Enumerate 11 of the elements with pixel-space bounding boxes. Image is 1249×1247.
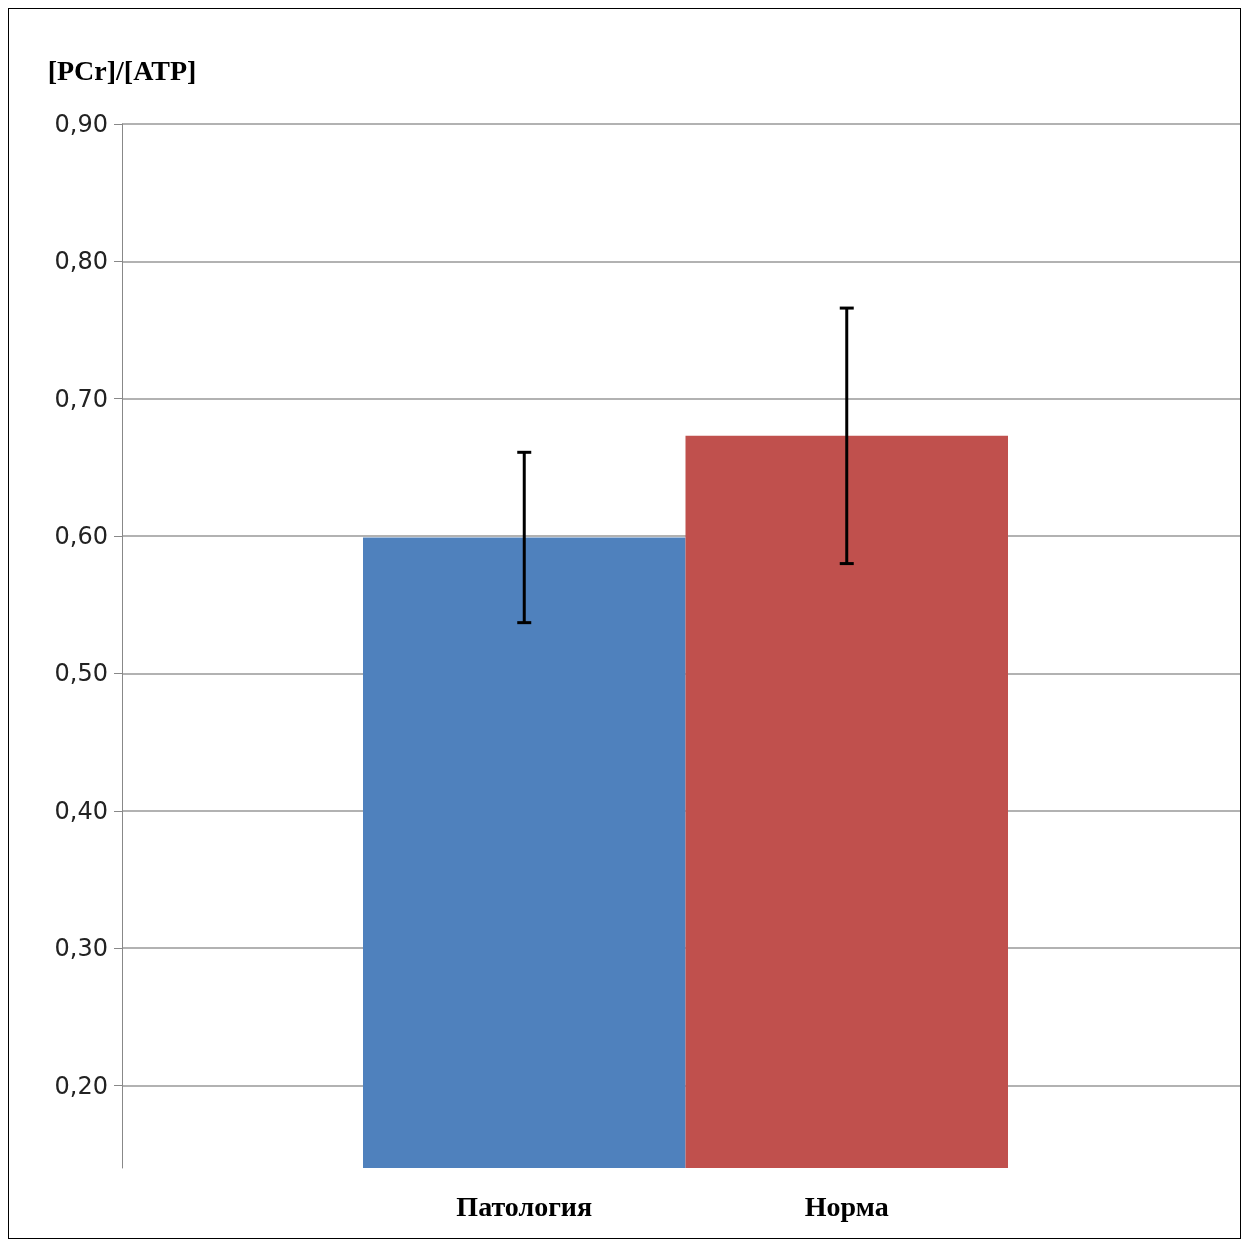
- y-tick-label: 0,70: [54, 384, 108, 413]
- y-tick-label: 0,30: [54, 934, 108, 963]
- y-tick-label: 0,80: [54, 247, 108, 276]
- y-axis-title: [PCr]/[ATP]: [47, 54, 197, 86]
- y-tick-label: 0,50: [54, 659, 108, 688]
- y-tick-label: 0,60: [54, 522, 108, 551]
- x-tick-label: Патология: [456, 1190, 593, 1222]
- x-tick-label: Норма: [804, 1190, 889, 1222]
- y-tick-label: 0,40: [54, 796, 108, 825]
- y-tick-label: 0,90: [54, 110, 108, 138]
- y-tick-label: 0,20: [54, 1071, 108, 1100]
